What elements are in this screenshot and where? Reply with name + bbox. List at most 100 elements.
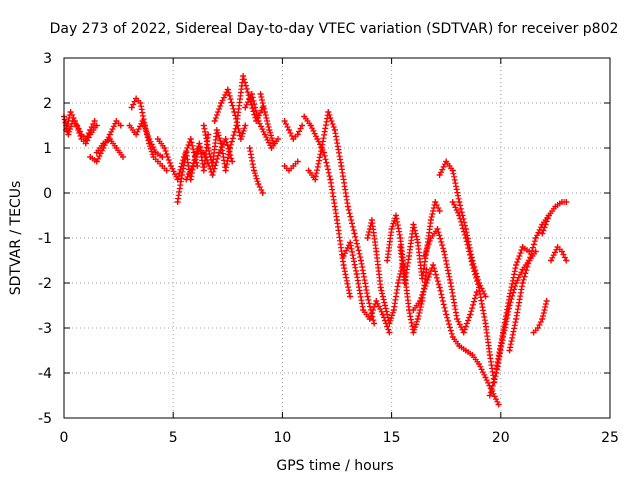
data-point — [183, 149, 190, 156]
data-point — [205, 145, 212, 151]
data-point — [353, 271, 360, 277]
data-point — [340, 253, 347, 259]
data-point — [218, 140, 225, 147]
data-point — [275, 136, 282, 142]
data-series-track-20 — [340, 239, 393, 336]
x-tick-label: 5 — [169, 430, 178, 446]
data-point — [456, 343, 463, 349]
y-tick-label: 0 — [43, 186, 52, 202]
data-point — [242, 104, 249, 111]
data-point — [499, 329, 506, 336]
y-tick-label: -2 — [38, 276, 52, 292]
x-tick-label: 25 — [601, 430, 619, 446]
data-point — [119, 154, 126, 160]
data-point — [449, 199, 456, 205]
data-point — [495, 401, 502, 408]
data-point — [325, 109, 332, 115]
data-series-track-25 — [421, 226, 480, 336]
data-point — [314, 136, 321, 142]
data-point — [419, 275, 426, 282]
data-point — [427, 235, 434, 241]
data-point — [285, 127, 292, 133]
data-point — [513, 280, 520, 286]
data-point — [224, 86, 231, 93]
data-point — [226, 145, 233, 151]
data-point — [305, 167, 312, 174]
data-point — [344, 203, 351, 210]
data-series-track-06 — [126, 118, 166, 160]
data-point — [467, 311, 474, 318]
y-tick-label: -3 — [38, 321, 52, 337]
data-point — [126, 122, 133, 129]
data-point — [93, 149, 100, 156]
data-point — [360, 307, 367, 313]
data-point — [117, 122, 124, 129]
data-point — [257, 91, 264, 97]
data-point — [87, 131, 94, 138]
data-point — [82, 140, 89, 147]
data-point — [290, 163, 297, 169]
data-point — [340, 262, 347, 268]
data-point — [159, 163, 166, 169]
data-point — [209, 172, 216, 178]
y-tick-label: -5 — [38, 411, 52, 427]
y-tick-label: 1 — [43, 141, 52, 157]
data-point — [434, 226, 441, 232]
data-point — [456, 212, 463, 219]
data-point — [377, 284, 384, 291]
data-point — [436, 172, 443, 178]
data-point — [154, 158, 161, 165]
data-point — [209, 163, 216, 169]
data-point — [454, 316, 461, 322]
data-point — [246, 145, 253, 151]
data-point — [482, 293, 489, 300]
data-point — [189, 163, 196, 169]
data-point — [318, 145, 325, 151]
data-series-track-14 — [246, 145, 266, 196]
data-point — [416, 298, 423, 304]
data-point — [534, 325, 541, 331]
y-axis-label: SDTVAR / TECUs — [8, 181, 24, 296]
data-point — [543, 298, 550, 304]
data-point — [248, 91, 255, 97]
data-point — [414, 316, 421, 322]
data-point — [301, 113, 308, 120]
data-point — [65, 131, 72, 138]
data-point — [401, 280, 408, 286]
data-point — [93, 122, 100, 129]
data-series-track-02 — [63, 109, 100, 147]
data-point — [312, 176, 319, 183]
data-point — [213, 127, 220, 133]
data-point — [133, 131, 140, 138]
data-point — [100, 140, 107, 147]
data-point — [174, 176, 181, 183]
data-series-track-16 — [281, 158, 301, 174]
data-point — [460, 329, 467, 336]
data-point — [526, 257, 533, 264]
data-point — [294, 158, 301, 165]
data-point — [159, 154, 166, 160]
data-point — [513, 316, 520, 322]
data-point — [558, 248, 565, 255]
data-point — [347, 239, 354, 246]
data-point — [237, 136, 244, 142]
data-point — [462, 347, 469, 354]
data-point — [187, 136, 194, 142]
data-point — [449, 334, 456, 340]
data-point — [154, 136, 161, 142]
data-point — [384, 257, 391, 264]
data-point — [242, 122, 249, 129]
data-point — [563, 257, 570, 264]
data-point — [382, 302, 389, 309]
data-point — [285, 167, 292, 174]
data-point — [386, 320, 393, 327]
data-point — [410, 307, 417, 313]
data-series-track-15 — [257, 91, 277, 147]
data-point — [388, 226, 395, 232]
data-point — [222, 167, 229, 174]
data-point — [87, 154, 94, 160]
data-point — [200, 122, 207, 129]
data-point — [139, 118, 146, 124]
data-series-track-24 — [410, 262, 502, 408]
data-point — [368, 217, 375, 223]
